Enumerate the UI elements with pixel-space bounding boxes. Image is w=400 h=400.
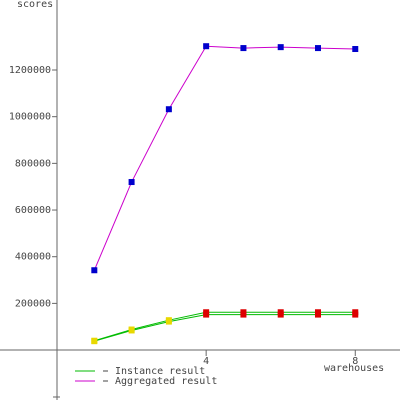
data-point — [91, 338, 98, 345]
y-tick-label: 400000 — [15, 252, 51, 263]
y-axis-label: scores — [17, 0, 53, 10]
y-tick-label: 800000 — [15, 158, 51, 169]
legend-label: Aggregated result — [115, 376, 217, 387]
y-tick-label: 1000000 — [9, 112, 51, 123]
series-line — [94, 311, 356, 342]
data-point — [165, 318, 172, 325]
data-point — [314, 45, 321, 52]
data-point — [203, 311, 210, 318]
x-tick-label: 8 — [352, 356, 358, 367]
legend-label: Instance result — [115, 366, 205, 377]
data-point — [165, 106, 172, 113]
data-point — [240, 311, 247, 318]
data-point — [277, 311, 284, 318]
data-point — [203, 43, 210, 50]
data-point — [352, 311, 359, 318]
series-line — [94, 314, 356, 342]
y-tick-label: 1200000 — [9, 65, 51, 76]
data-point — [128, 327, 135, 334]
data-point — [352, 46, 359, 53]
data-point — [277, 44, 284, 51]
data-point — [128, 179, 135, 186]
series-line — [93, 45, 356, 271]
data-point — [314, 311, 321, 318]
data-point — [240, 45, 247, 52]
y-tick-label: 600000 — [15, 205, 51, 216]
y-tick-label: 200000 — [15, 298, 51, 309]
data-point — [91, 267, 98, 274]
x-axis-label: warehouses — [324, 363, 384, 374]
x-tick-label: 4 — [203, 356, 209, 367]
